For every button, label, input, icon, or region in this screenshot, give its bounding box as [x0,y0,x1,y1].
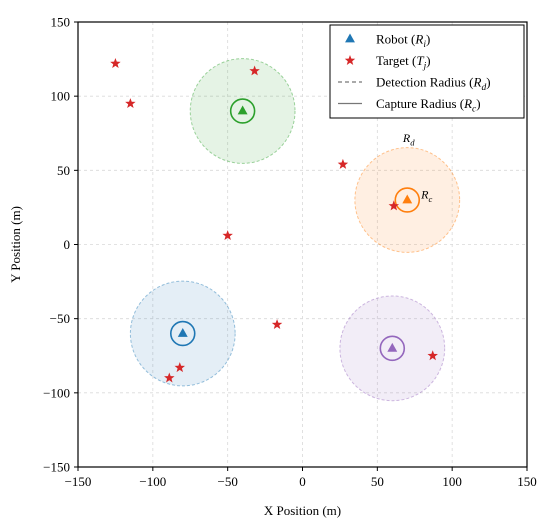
capture-radius-circles [169,98,421,362]
capture-radius-circle [379,335,406,362]
axis-ticks: −150 −100 −50 0 50 100 150 −150 −100 −50 0 50 100 150 [43,15,537,490]
y-tick-label: 150 [51,15,71,30]
legend-label: Capture Radius (Rc) [376,96,481,115]
target-marker [222,230,233,241]
x-tick-label: −150 [65,474,92,489]
target-markers [110,58,438,383]
legend-label: Robot (Ri) [376,32,430,51]
target-marker [174,362,185,373]
x-tick-label: −50 [217,474,237,489]
target-marker [337,158,349,169]
target-marker [427,350,438,361]
y-tick-label: 50 [57,163,70,178]
legend-label: Target (Tj) [376,53,431,72]
x-tick-label: −100 [139,474,166,489]
target-marker [271,319,283,330]
y-tick-label: −50 [50,311,70,326]
robot-marker [387,342,398,352]
target-marker [164,372,175,383]
capture-radius-circle [229,98,256,124]
capture-radius-circle [169,320,196,347]
robot-marker [402,194,413,204]
y-tick-label: −150 [43,460,70,475]
legend: Robot (Ri) Target (Tj) Detection Radius (R… [329,24,525,119]
target-marker [249,65,260,76]
legend-label: Detection Radius (Rd) [376,75,491,94]
radius-annotation: Rc [420,188,432,204]
x-tick-label: 150 [517,474,537,489]
x-tick-label: 100 [442,474,462,489]
target-marker [388,200,400,211]
robot-marker [177,328,188,337]
x-tick-label: 0 [299,474,306,489]
y-tick-label: 0 [64,237,71,252]
y-axis-label: Y Position (m) [8,206,23,283]
x-tick-label: 50 [371,474,384,489]
radius-annotation: Rd [402,131,415,147]
target-marker [125,98,136,109]
target-marker [110,58,121,68]
legend-robot-icon [345,33,355,43]
legend-box [329,24,525,119]
capture-radius-circle [394,187,421,213]
y-tick-label: −100 [43,385,70,400]
robot-markers [177,105,413,352]
robot-marker [237,105,248,115]
x-axis-label: X Position (m) [264,503,341,518]
y-tick-label: 100 [51,89,71,104]
legend-target-icon [344,55,356,65]
annotations: Rd Rc [402,131,433,204]
